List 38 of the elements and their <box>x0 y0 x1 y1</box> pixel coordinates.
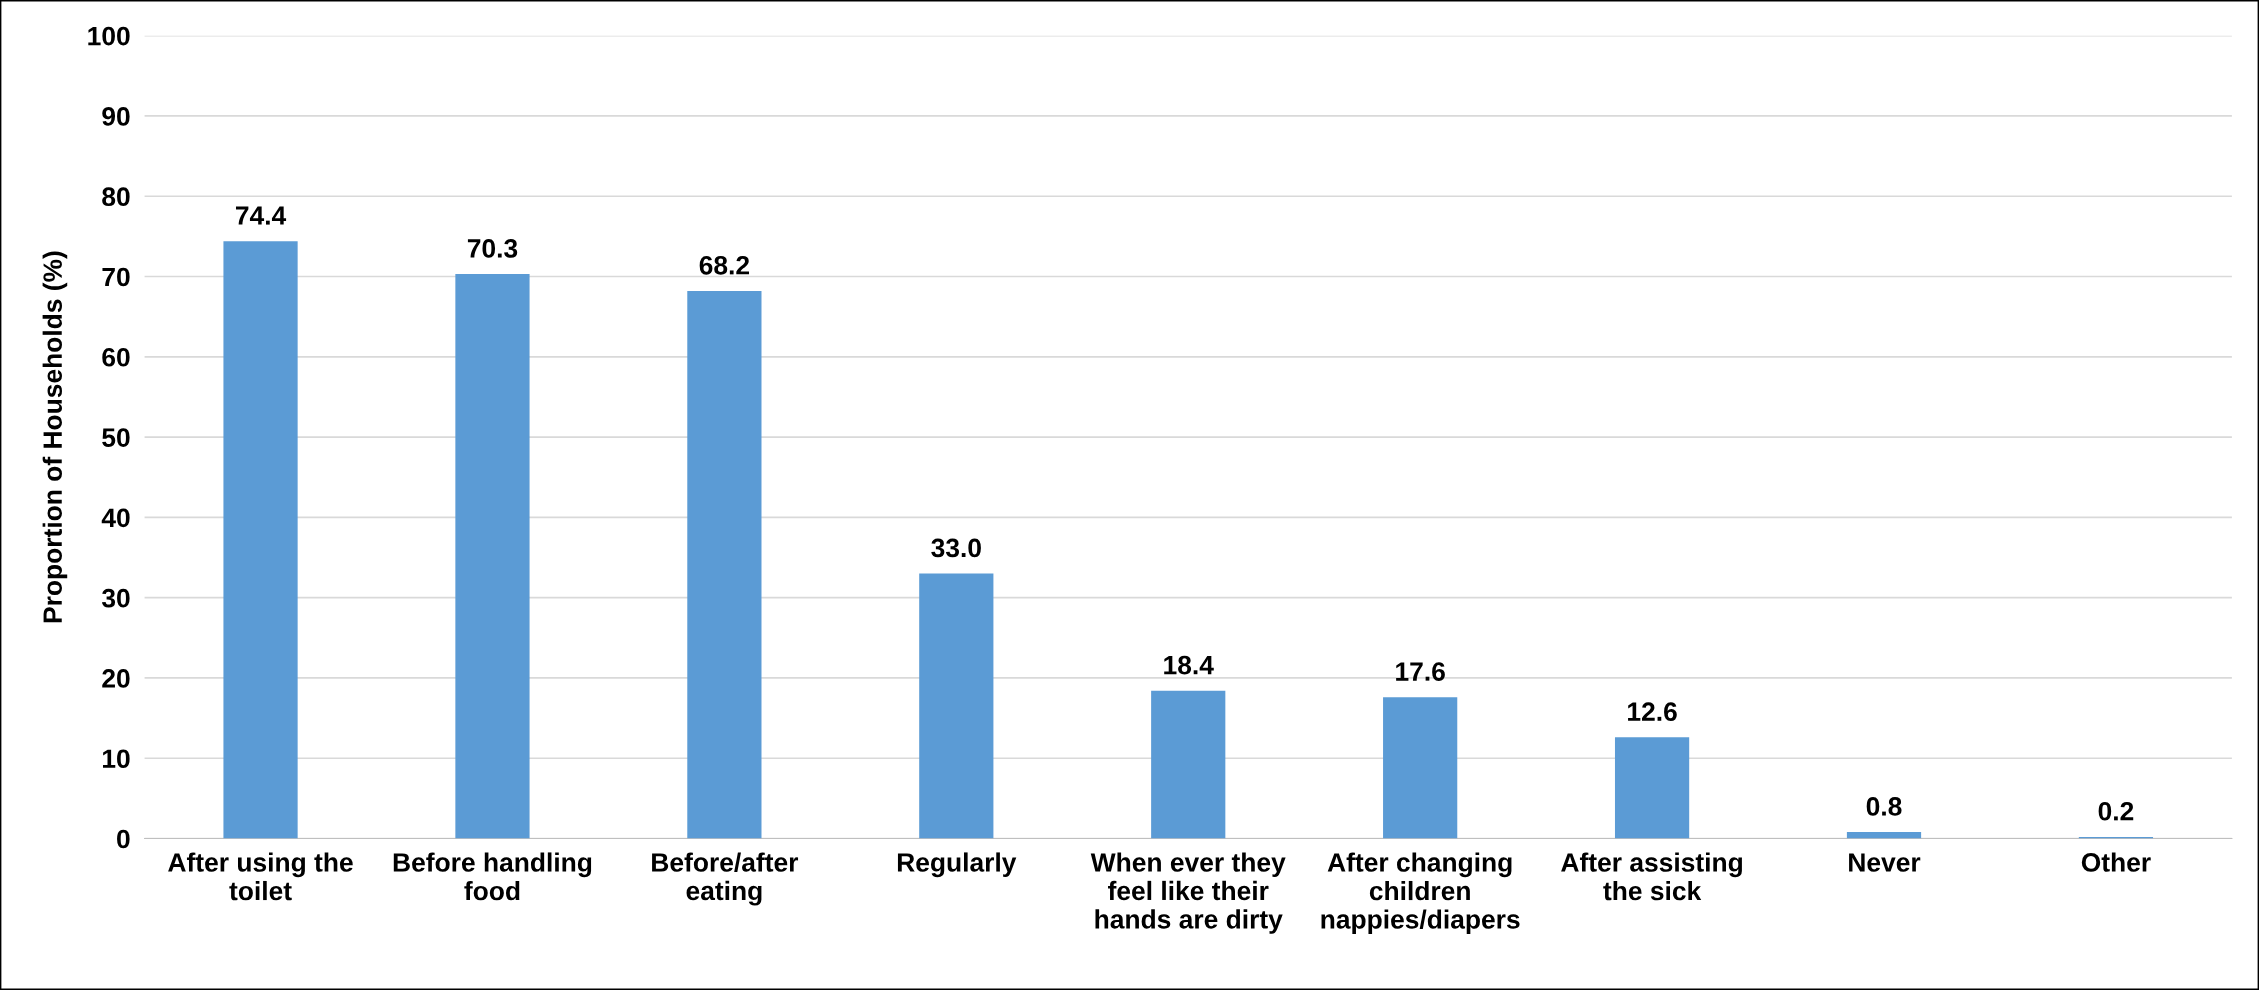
y-tick-label: 10 <box>103 749 130 769</box>
x-tick-label: Other <box>2081 852 2151 872</box>
bar <box>919 573 994 839</box>
bar <box>455 274 530 839</box>
x-tick-label: After changing children nappies/diapers <box>1321 852 1520 934</box>
y-tick-label: 20 <box>102 669 130 688</box>
x-tick-label: After using the toilet <box>168 852 353 901</box>
y-tick-label: 30 <box>101 588 130 608</box>
bar <box>1151 690 1226 839</box>
x-tick-label: Before/after eating <box>652 852 799 906</box>
bar <box>223 241 298 839</box>
y-tick-label: 100 <box>88 26 130 46</box>
bar <box>1614 737 1690 839</box>
x-tick-label: Never <box>1849 853 1921 872</box>
data-label: 0.8 <box>1866 797 1902 816</box>
data-label: 74.4 <box>235 206 287 225</box>
bar <box>687 290 762 839</box>
y-tick-label: 70 <box>102 267 130 287</box>
data-label: 18.4 <box>1164 655 1214 675</box>
x-tick-label: Regularly <box>897 852 1017 878</box>
y-tick-label: 60 <box>102 347 130 367</box>
y-tick-label: 80 <box>102 187 130 207</box>
y-tick-label: 0 <box>117 829 130 849</box>
y-tick-label: 40 <box>101 508 130 528</box>
data-label: 17.6 <box>1396 662 1445 681</box>
bar <box>1383 697 1458 839</box>
x-tick-label: When ever they feel like their hands are dirty <box>1090 852 1286 934</box>
y-tick-label: 90 <box>102 107 130 126</box>
data-label: 0.2 <box>2098 801 2134 821</box>
y-axis-title: Proportion of Households (%) <box>42 251 68 623</box>
data-label: 68.2 <box>699 255 750 275</box>
data-label: 33.0 <box>931 538 981 558</box>
data-label: 12.6 <box>1628 702 1677 722</box>
x-tick-label: After assisting the sick <box>1561 852 1742 901</box>
data-label: 70.3 <box>467 239 518 258</box>
y-tick-label: 50 <box>102 428 130 447</box>
bar <box>1846 832 1922 839</box>
x-tick-label: Before handling food <box>393 852 592 901</box>
